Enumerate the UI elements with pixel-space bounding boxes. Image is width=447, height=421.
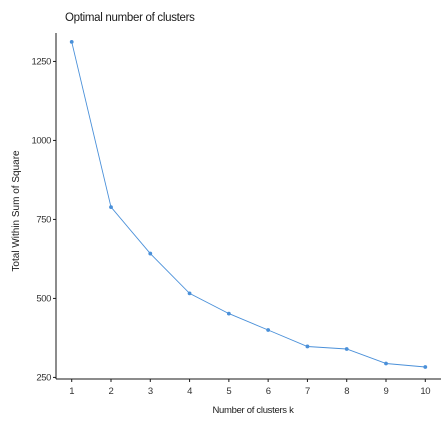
x-tick-label: 2 [109,386,114,397]
y-tick-label: 500 [36,294,51,305]
data-point [148,251,153,256]
data-point [226,311,231,316]
x-tick-label: 9 [384,386,389,397]
y-tick-label: 1250 [31,57,51,68]
data-point [344,347,349,351]
y-tick-label: 1000 [31,136,51,147]
chart-title: Optimal number of clusters [65,12,195,24]
y-tick-label: 250 [36,373,51,384]
data-point [305,344,310,349]
x-tick-label: 6 [266,386,271,397]
x-tick-label: 7 [305,386,310,397]
x-tick-label: 8 [344,386,349,397]
x-tick-label: 5 [226,386,231,397]
data-point [384,361,388,366]
x-tick-label: 4 [187,386,192,397]
x-tick-label: 10 [420,386,430,397]
data-point [69,39,74,44]
x-tick-label: 3 [148,386,153,397]
x-tick-label: 1 [69,386,74,397]
series-line [71,41,426,368]
data-point [109,205,113,210]
data-point [266,328,271,332]
y-tick-label: 750 [36,215,51,226]
x-axis-label: Number of clusters k [212,405,294,416]
y-axis-label: Total Within Sum of Square [11,150,22,272]
data-point [187,291,192,296]
data-point [423,365,428,369]
axes: 250 500 750 1000 1250 1 2 3 4 5 6 7 8 9 10 [31,33,441,397]
plot-area [69,39,428,369]
